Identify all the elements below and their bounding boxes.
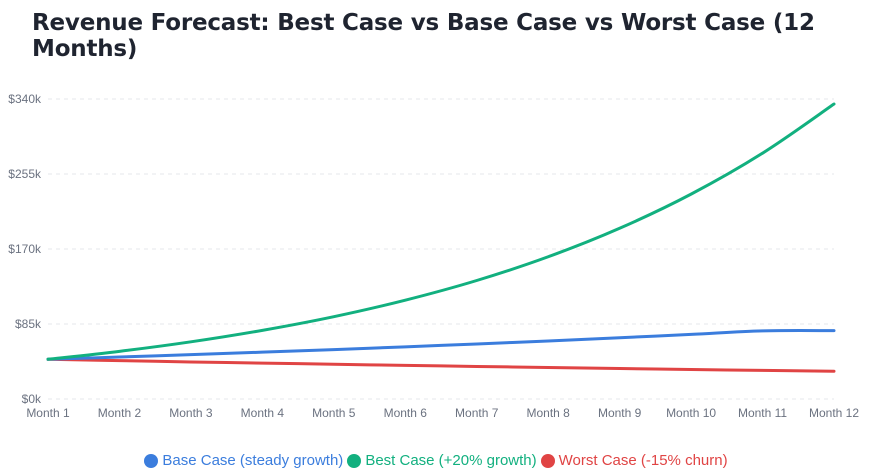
legend-item[interactable]: Base Case (steady growth) [144, 452, 343, 469]
x-tick-label: Month 8 [527, 406, 571, 420]
x-tick-label: Month 2 [98, 406, 142, 420]
x-axis: Month 1 Month 2 Month 3 Month 4 Month 5 Month… [26, 406, 859, 420]
legend-swatch [347, 453, 362, 468]
x-tick-label: Month 3 [169, 406, 213, 420]
legend: Base Case (steady growth) Best Case (+20%… [0, 452, 872, 472]
legend-item[interactable]: Worst Case (-15% churn) [540, 452, 728, 469]
x-tick-label: Month 4 [241, 406, 285, 420]
x-tick-label: Month 6 [384, 406, 428, 420]
legend-label: Best Case (+20% growth) [365, 452, 537, 469]
x-tick-label: Month 5 [312, 406, 356, 420]
legend-swatch [144, 453, 159, 468]
grid-lines [48, 98, 834, 400]
x-tick-label: Month 1 [26, 406, 70, 420]
x-tick-label: Month 9 [598, 406, 642, 420]
x-tick-label: Month 11 [738, 406, 787, 420]
base-case-line [46, 329, 836, 361]
best-case-line [46, 102, 836, 361]
legend-swatch [540, 453, 555, 468]
y-tick-label: $255k [8, 167, 42, 181]
worst-case-line [46, 357, 836, 373]
chart-title: Revenue Forecast: Best Case vs Base Case… [32, 10, 815, 62]
y-tick-label: $340k [8, 92, 42, 106]
x-tick-label: Month 12 [809, 406, 859, 420]
y-tick-label: $170k [8, 242, 42, 256]
revenue-line-chart: $0k$85k$170k$255k$340k Month 1 Month 2 Mon… [8, 92, 859, 420]
x-tick-label: Month 7 [455, 406, 499, 420]
legend-label: Worst Case (-15% churn) [558, 452, 728, 469]
y-tick-label: $0k [22, 392, 42, 406]
legend-item[interactable]: Best Case (+20% growth) [347, 452, 537, 469]
y-axis: $0k $85k $170k $255k $340k [8, 92, 42, 406]
series-lines [46, 102, 836, 373]
legend-label: Base Case (steady growth) [162, 452, 344, 469]
x-tick-label: Month 10 [666, 406, 716, 420]
y-tick-label: $85k [15, 317, 42, 331]
